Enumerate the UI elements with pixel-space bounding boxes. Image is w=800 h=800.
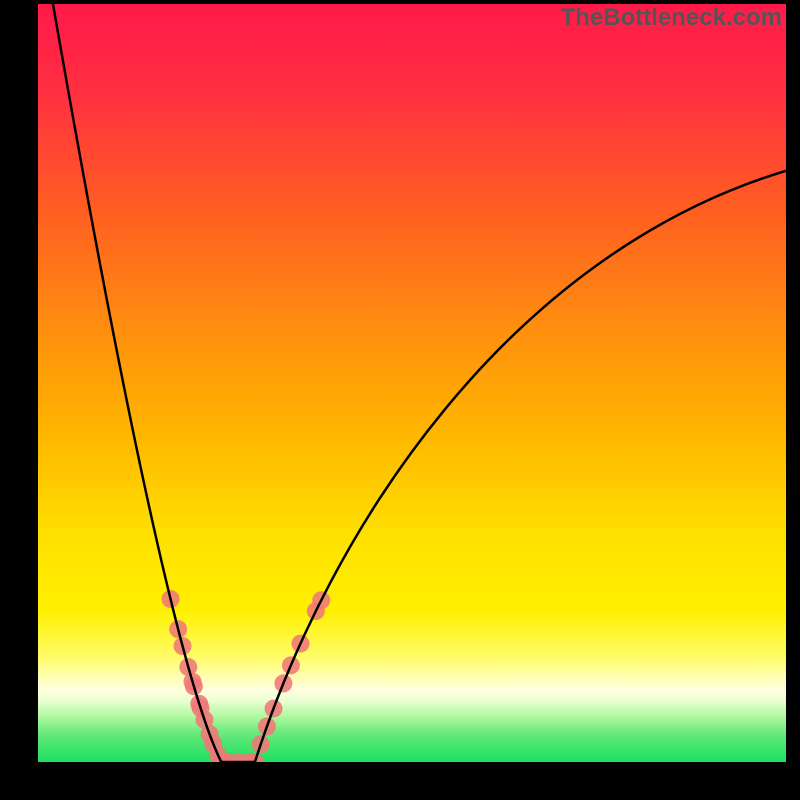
plot-svg [38, 4, 786, 762]
plot-area [38, 4, 786, 762]
chart-container: TheBottleneck.com [0, 0, 800, 800]
gradient-background [38, 4, 786, 762]
watermark-text: TheBottleneck.com [561, 4, 782, 32]
